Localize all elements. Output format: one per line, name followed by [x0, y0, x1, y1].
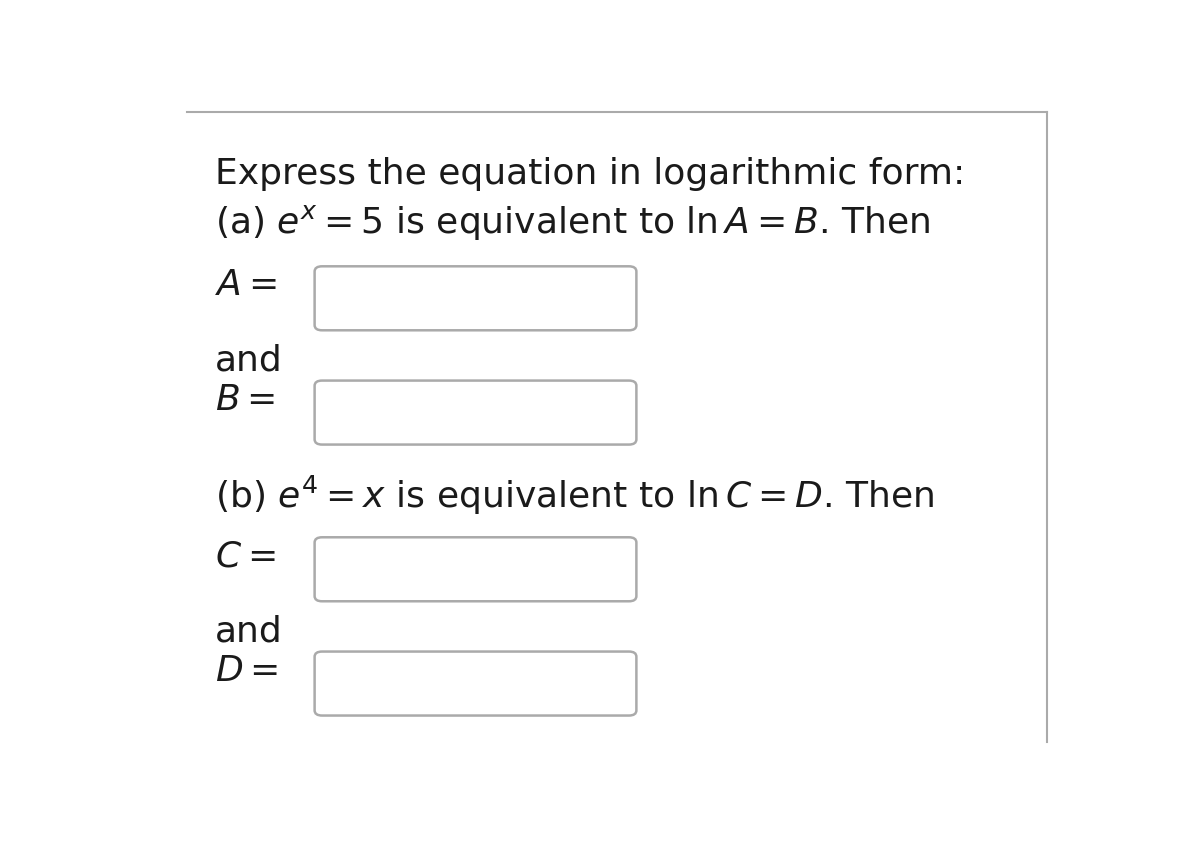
Text: (a) $e^{x} = 5$ is equivalent to $\ln A = B$. Then: (a) $e^{x} = 5$ is equivalent to $\ln A …	[215, 203, 930, 242]
FancyBboxPatch shape	[314, 266, 636, 330]
Text: and: and	[215, 343, 283, 377]
Text: $C =$: $C =$	[215, 539, 276, 573]
FancyBboxPatch shape	[314, 381, 636, 444]
Text: (b) $e^{4} = x$ is equivalent to $\ln C = D$. Then: (b) $e^{4} = x$ is equivalent to $\ln C …	[215, 474, 935, 517]
Text: $D =$: $D =$	[215, 654, 278, 688]
Text: $B =$: $B =$	[215, 382, 276, 416]
Text: and: and	[215, 614, 283, 649]
FancyBboxPatch shape	[314, 538, 636, 601]
FancyBboxPatch shape	[314, 651, 636, 716]
Text: $A =$: $A =$	[215, 268, 277, 302]
Text: Express the equation in logarithmic form:: Express the equation in logarithmic form…	[215, 157, 965, 192]
